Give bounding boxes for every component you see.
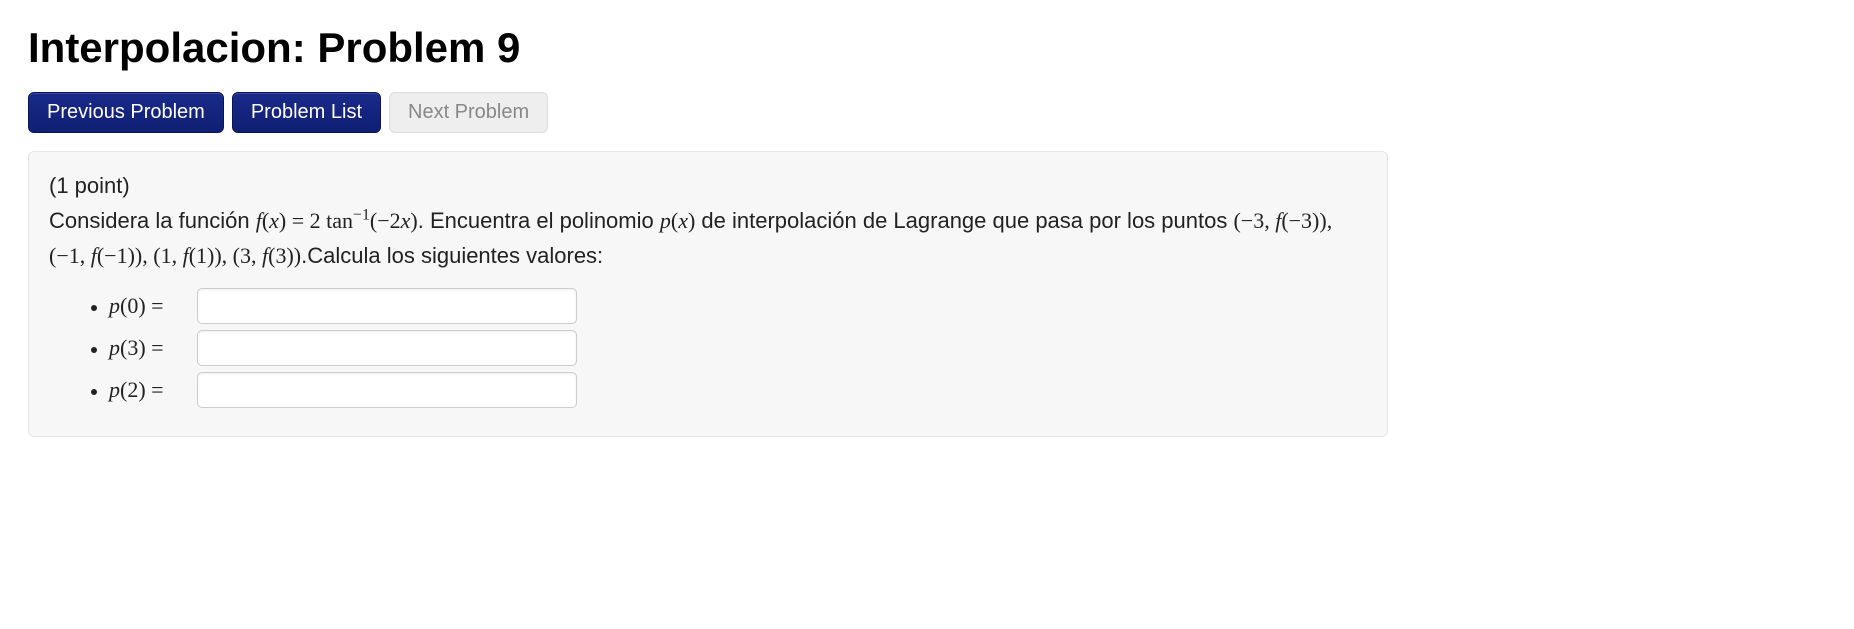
func-exp: −1	[353, 207, 370, 224]
answer-input-p2[interactable]	[197, 372, 577, 408]
problem-panel: (1 point) Considera la función f(x) = 2 …	[28, 151, 1388, 437]
answer-input-p3[interactable]	[197, 330, 577, 366]
mid-text-1: . Encuentra el polinomio	[418, 208, 660, 233]
answer-label-p3: p(3) =	[109, 335, 189, 361]
problem-statement: (1 point) Considera la función f(x) = 2 …	[49, 168, 1367, 274]
func-eq: =	[286, 208, 309, 233]
func-arg-x: x	[401, 208, 411, 233]
answers-list: p(0) = p(3) = p(2) =	[49, 288, 1367, 408]
tail-text: .Calcula los siguientes valores:	[301, 243, 603, 268]
func-coeff: 2	[310, 208, 321, 233]
problem-nav: Previous Problem Problem List Next Probl…	[28, 92, 1826, 133]
poly-arg: x	[678, 208, 688, 233]
poly-var: p	[660, 208, 671, 233]
func-arg-close: )	[410, 208, 417, 233]
answer-input-p0[interactable]	[197, 288, 577, 324]
intro-text: Considera la función	[49, 208, 256, 233]
page-title: Interpolacion: Problem 9	[28, 24, 1826, 72]
next-problem-button: Next Problem	[389, 92, 548, 133]
problem-list-button[interactable]: Problem List	[232, 92, 381, 133]
mid-text-2: de interpolación de Lagrange que pasa po…	[695, 208, 1233, 233]
answer-label-p2: p(2) =	[109, 377, 189, 403]
func-arg-var: x	[269, 208, 279, 233]
answer-item: p(3) =	[109, 330, 1367, 366]
func-tan: tan	[321, 208, 353, 233]
points-label: (1 point)	[49, 173, 130, 198]
func-arg-open: (−2	[370, 208, 401, 233]
answer-item: p(0) =	[109, 288, 1367, 324]
answer-item: p(2) =	[109, 372, 1367, 408]
answer-label-p0: p(0) =	[109, 293, 189, 319]
previous-problem-button[interactable]: Previous Problem	[28, 92, 224, 133]
